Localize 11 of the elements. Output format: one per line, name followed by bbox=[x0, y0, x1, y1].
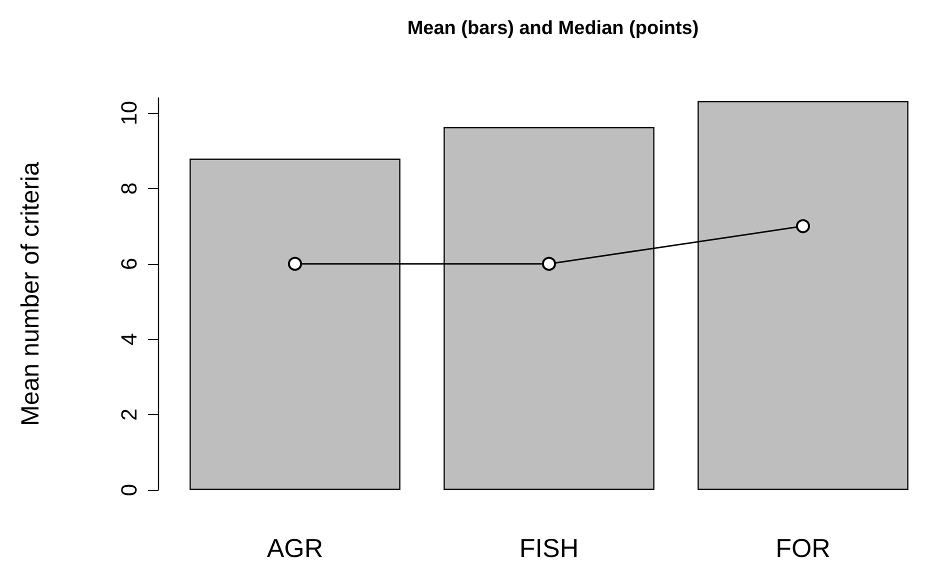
x-tick-label: AGR bbox=[266, 533, 324, 563]
y-tick-label: 10 bbox=[116, 100, 142, 126]
y-tick-label: 2 bbox=[116, 408, 142, 421]
y-tick-label: 8 bbox=[116, 182, 142, 195]
y-tick-label: 0 bbox=[116, 484, 142, 496]
y-axis-title: Mean number of criteria bbox=[16, 162, 44, 426]
y-tick-label: 4 bbox=[116, 333, 142, 346]
x-tick-label: FISH bbox=[519, 533, 579, 563]
x-tick-label: FOR bbox=[776, 533, 830, 563]
chart-title: Mean (bars) and Median (points) bbox=[407, 18, 699, 39]
y-tick-label: 6 bbox=[116, 258, 142, 270]
